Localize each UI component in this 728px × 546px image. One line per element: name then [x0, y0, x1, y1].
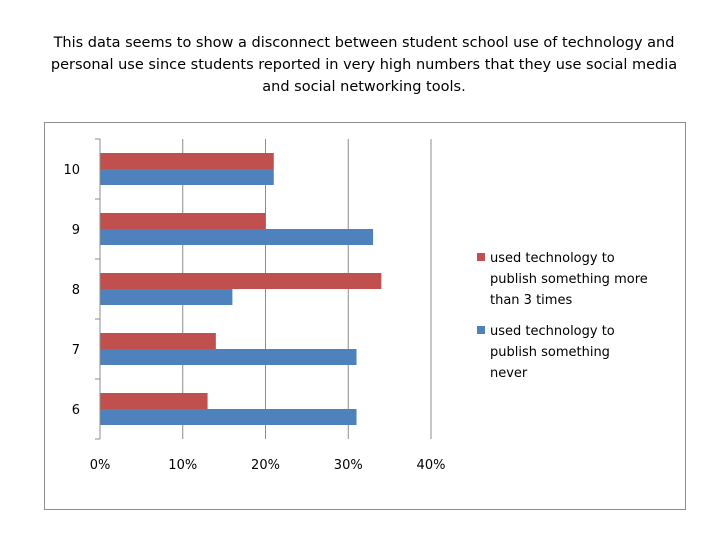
y-tick-label: 8 — [72, 283, 80, 298]
legend: used technology to publish something more… — [477, 251, 648, 381]
bar-chart: 0% 10% 20% 30% 40% 6 7 8 9 10 used technology to p… — [63, 138, 648, 473]
legend-swatch — [477, 326, 485, 334]
chart-frame: 0% 10% 20% 30% 40% 6 7 8 9 10 used technology to p… — [44, 122, 686, 510]
bar-never-8 — [100, 289, 233, 305]
y-tick-label: 10 — [63, 163, 80, 178]
y-tick-label: 7 — [72, 343, 80, 358]
bar-never-6 — [100, 409, 357, 425]
bar-more-than-3-times-10 — [100, 153, 274, 169]
bar-more-than-3-times-8 — [100, 273, 382, 289]
bar-more-than-3-times-7 — [100, 333, 216, 349]
legend-label: used technology to publish something never — [490, 324, 615, 381]
bar-never-7 — [100, 349, 357, 365]
bars — [100, 153, 382, 425]
bar-more-than-3-times-9 — [100, 213, 266, 229]
x-tick-label: 20% — [251, 458, 280, 473]
y-tick-label: 9 — [72, 223, 80, 238]
bar-never-9 — [100, 229, 374, 245]
axes: 0% 10% 20% 30% 40% 6 7 8 9 10 — [63, 138, 446, 473]
x-tick-label: 10% — [168, 458, 197, 473]
x-tick-label: 0% — [90, 458, 111, 473]
legend-label: used technology to publish something more… — [490, 251, 648, 308]
slide-caption: This data seems to show a disconnect bet… — [50, 35, 678, 95]
bar-more-than-3-times-6 — [100, 393, 208, 409]
x-tick-label: 30% — [334, 458, 363, 473]
bar-never-10 — [100, 169, 274, 185]
y-tick-label: 6 — [72, 403, 80, 418]
legend-swatch — [477, 253, 485, 261]
x-tick-label: 40% — [417, 458, 446, 473]
